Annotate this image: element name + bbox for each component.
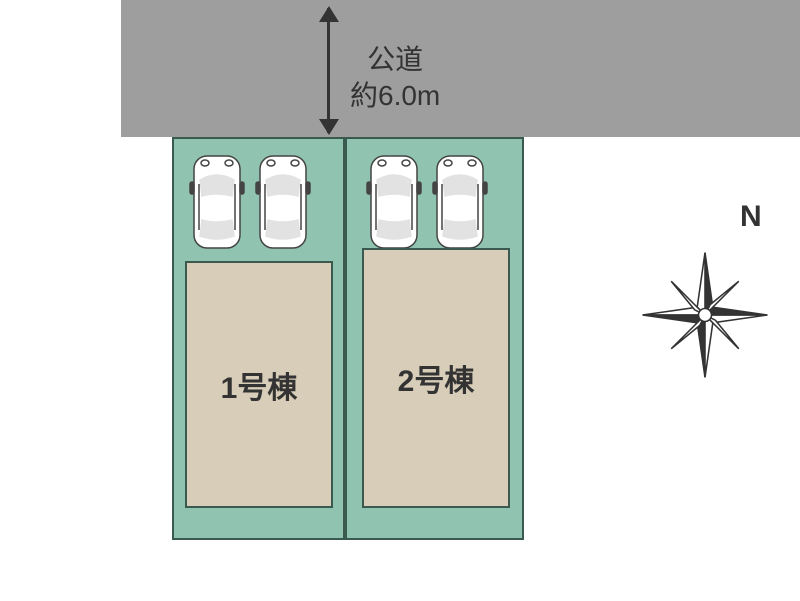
car-4 — [431, 152, 489, 252]
car-1 — [188, 152, 246, 252]
road-label-line2: 約6.0m — [350, 80, 440, 111]
road-width-arrow-line — [327, 8, 330, 133]
compass-north-label: N — [740, 200, 762, 234]
car-3 — [365, 152, 423, 252]
building-2-label: 2号棟 — [364, 356, 508, 400]
building-1-label: 1号棟 — [187, 363, 331, 407]
road-arrow-head-bottom — [319, 119, 339, 135]
car-2 — [254, 152, 312, 252]
building-1: 1号棟 — [185, 261, 333, 508]
road-label: 公道 約6.0m — [350, 42, 440, 115]
building-2: 2号棟 — [362, 248, 510, 508]
compass-rose — [640, 250, 770, 380]
road-arrow-head-top — [319, 6, 339, 22]
road-label-line1: 公道 — [367, 44, 423, 75]
road-area — [121, 0, 800, 137]
